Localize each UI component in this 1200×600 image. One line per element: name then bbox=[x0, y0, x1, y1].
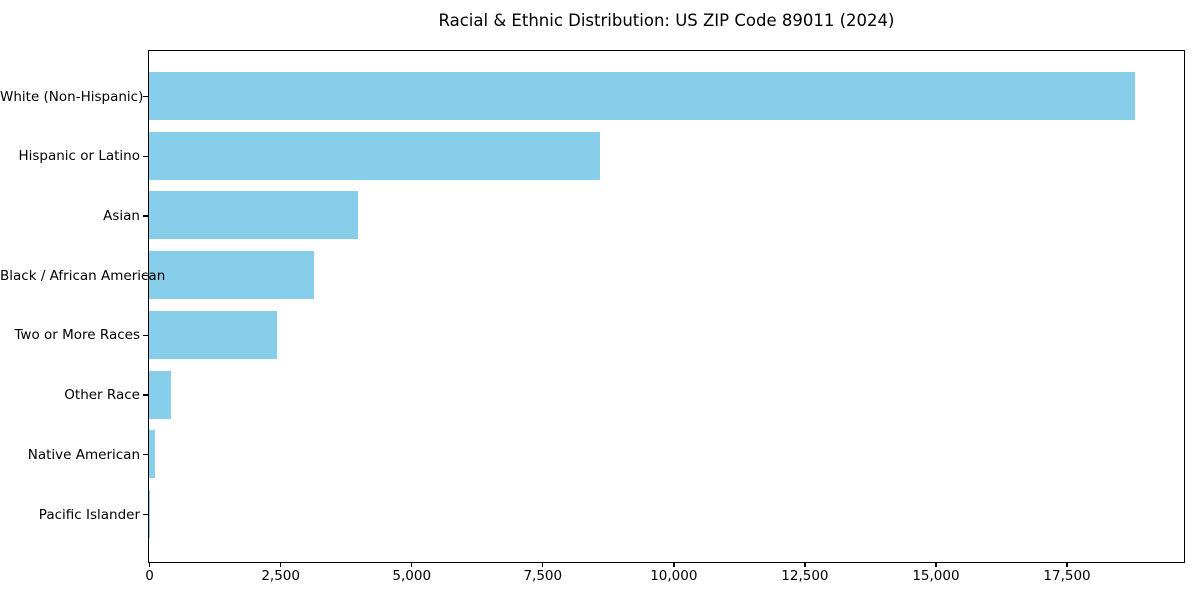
bar-asian bbox=[149, 191, 358, 240]
bar-black-african-american bbox=[149, 251, 315, 300]
x-tick-label: 15,000 bbox=[912, 568, 960, 584]
x-tick-label: 17,500 bbox=[1043, 568, 1091, 584]
x-tick-label: 0 bbox=[145, 568, 154, 584]
y-tick-label: Black / African American bbox=[0, 267, 166, 284]
x-tick-mark bbox=[673, 562, 675, 567]
y-tick-label: Native American bbox=[27, 446, 140, 463]
bar-white-non-hispanic bbox=[149, 72, 1136, 120]
y-tick-mark bbox=[143, 155, 148, 157]
x-tick-label: 10,000 bbox=[650, 568, 698, 584]
bar-two-or-more-races bbox=[149, 310, 277, 359]
x-tick-mark bbox=[804, 562, 806, 567]
x-tick-mark bbox=[411, 562, 413, 567]
bar-hispanic-or-latino bbox=[149, 131, 600, 180]
x-tick-label: 7,500 bbox=[523, 568, 563, 584]
x-tick-mark bbox=[1066, 562, 1068, 567]
bar-pacific-islander bbox=[149, 489, 150, 538]
y-tick-mark bbox=[143, 334, 148, 337]
x-tick-label: 5,000 bbox=[392, 568, 432, 584]
y-tick-mark bbox=[143, 394, 148, 396]
y-tick-label: Two or More Races bbox=[14, 327, 140, 344]
x-tick-mark bbox=[542, 562, 544, 567]
y-tick-mark bbox=[143, 275, 148, 277]
y-tick-label: Pacific Islander bbox=[38, 506, 140, 523]
chart-title: Racial & Ethnic Distribution: US ZIP Cod… bbox=[438, 11, 895, 30]
y-tick-label: Asian bbox=[103, 208, 140, 224]
x-tick-label: 12,500 bbox=[781, 568, 829, 584]
x-tick-mark bbox=[148, 562, 151, 567]
y-tick-label: Hispanic or Latino bbox=[18, 148, 140, 165]
x-tick-label: 2,500 bbox=[261, 568, 300, 584]
y-tick-label: White (Non-Hispanic) bbox=[0, 88, 144, 105]
y-tick-label: Other Race bbox=[64, 387, 140, 404]
x-tick-mark bbox=[279, 562, 282, 567]
plot-area bbox=[148, 50, 1185, 563]
y-tick-mark bbox=[143, 95, 148, 98]
y-tick-mark bbox=[143, 513, 148, 516]
y-tick-mark bbox=[143, 454, 148, 456]
y-tick-mark bbox=[143, 215, 148, 217]
x-tick-mark bbox=[935, 562, 937, 567]
bar-other-race bbox=[149, 370, 172, 419]
bar-native-american bbox=[149, 430, 155, 479]
